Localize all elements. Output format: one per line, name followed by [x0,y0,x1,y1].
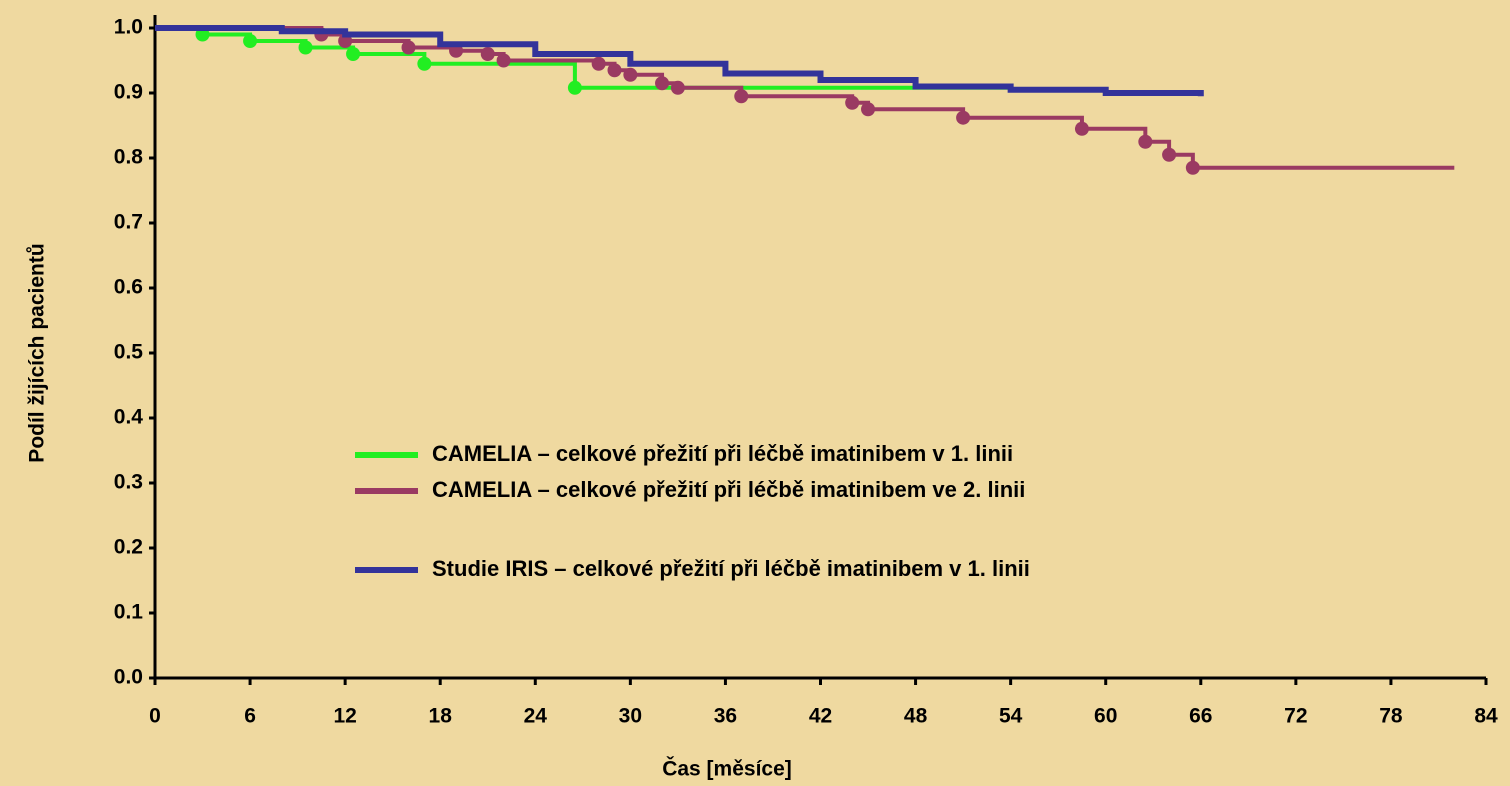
event-marker [1138,134,1153,149]
y-tick-label: 0.7 [114,211,143,234]
x-tick-label: 36 [714,705,737,728]
legend-label: CAMELIA – celkové přežití při léčbě imat… [432,477,1025,502]
y-tick-label: 0.5 [114,341,144,364]
event-marker [346,47,361,61]
y-tick-label: 0.2 [114,536,143,559]
x-tick-label: 54 [999,705,1023,728]
x-tick-label: 66 [1189,705,1212,728]
y-axis-label: Podíl žijících pacientů [26,243,49,462]
y-tick-label: 0.1 [114,601,144,624]
event-marker [1162,147,1177,162]
event-marker [845,95,860,110]
legend-label: Studie IRIS – celkové přežití při léčbě … [432,556,1030,581]
x-tick-label: 0 [149,705,161,728]
event-marker [734,89,749,104]
y-tick-label: 0.3 [114,471,143,494]
event-marker [956,110,971,125]
event-marker [496,53,511,68]
x-tick-label: 42 [809,705,832,728]
event-marker [480,47,495,61]
event-marker [401,40,416,55]
survival-line [155,25,1204,97]
event-marker [1185,160,1200,175]
survival-line [155,26,1011,90]
x-tick-label: 24 [524,705,548,728]
y-tick-label: 0.9 [114,81,143,104]
x-tick-label: 48 [904,705,928,728]
y-tick-label: 0.0 [114,666,143,689]
event-marker [623,67,638,82]
event-marker [567,80,582,95]
x-tick-label: 60 [1094,705,1117,728]
event-marker [861,102,876,117]
x-tick-label: 12 [333,705,356,728]
event-marker [243,34,258,48]
legend-label: CAMELIA – celkové přežití při léčbě imat… [432,441,1013,466]
x-axis-label: Čas [měsíce] [662,757,792,781]
x-tick-label: 30 [619,705,642,728]
y-tick-label: 0.4 [114,406,144,429]
y-tick-label: 0.6 [114,276,143,299]
x-tick-label: 6 [244,705,256,728]
y-tick-label: 0.8 [114,146,144,169]
y-tick-label: 1.0 [114,16,143,39]
event-marker [417,56,432,71]
event-marker [670,80,685,95]
event-marker [591,56,606,71]
x-tick-label: 72 [1284,705,1307,728]
x-tick-label: 78 [1379,705,1403,728]
event-marker [1074,121,1089,136]
x-tick-label: 18 [429,705,453,728]
event-marker [655,76,670,91]
x-tick-label: 84 [1474,705,1498,728]
event-marker [607,63,622,78]
event-marker [298,40,313,55]
